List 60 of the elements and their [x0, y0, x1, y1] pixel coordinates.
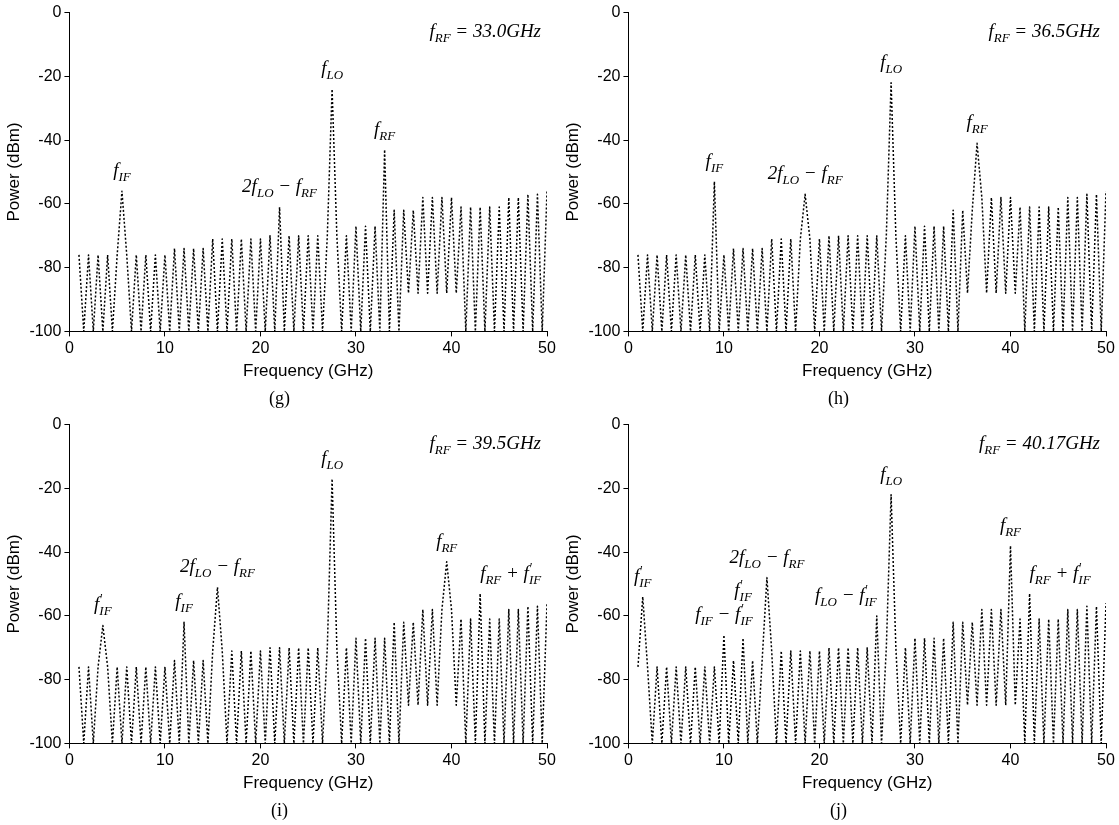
x-tick-label: 50 — [1097, 339, 1115, 357]
x-tick-label: 20 — [810, 751, 829, 769]
x-axis-title: Frequency (GHz) — [243, 773, 374, 793]
y-tick-label: -100 — [588, 733, 621, 751]
y-tick-label: -100 — [29, 733, 62, 751]
x-tick-label: 40 — [1001, 339, 1020, 357]
x-tick-label: 40 — [442, 339, 461, 357]
y-tick-label: -80 — [38, 670, 62, 688]
x-tick-label: 0 — [623, 751, 633, 769]
x-axis-title: Frequency (GHz) — [802, 361, 933, 381]
y-tick-label: -20 — [38, 66, 62, 84]
x-tick-label: 20 — [251, 339, 270, 357]
x-tick-label: 30 — [347, 751, 365, 769]
x-tick-label: 10 — [156, 751, 174, 769]
y-tick-label: -20 — [597, 478, 621, 496]
y-tick-label: -100 — [29, 321, 62, 339]
y-tick-label: 0 — [611, 415, 621, 433]
x-tick-label: 0 — [64, 339, 74, 357]
y-tick-label: -40 — [597, 542, 621, 560]
y-tick-label: -100 — [588, 321, 621, 339]
y-tick-label: 0 — [52, 3, 62, 21]
y-tick-label: -80 — [597, 670, 621, 688]
text: (i) — [270, 799, 289, 822]
y-tick-label: -80 — [597, 258, 621, 276]
text: (h) — [827, 387, 850, 410]
y-axis-title: Power (dBm) — [3, 534, 23, 634]
x-tick-label: 10 — [156, 339, 174, 357]
x-tick-label: 50 — [538, 751, 556, 769]
y-tick-label: 0 — [611, 3, 621, 21]
y-tick-label: -20 — [597, 66, 621, 84]
y-tick-label: -80 — [38, 258, 62, 276]
y-tick-label: -60 — [597, 194, 621, 212]
x-tick-label: 50 — [538, 339, 556, 357]
x-tick-label: 20 — [251, 751, 270, 769]
y-tick-label: -20 — [38, 478, 62, 496]
y-tick-label: -60 — [38, 606, 62, 624]
x-tick-label: 30 — [906, 751, 924, 769]
y-tick-label: -60 — [597, 606, 621, 624]
x-tick-label: 10 — [715, 751, 733, 769]
x-axis-title: Frequency (GHz) — [243, 361, 374, 381]
y-axis-title: Power (dBm) — [3, 122, 23, 222]
y-tick-label: -40 — [38, 542, 62, 560]
y-axis-title: Power (dBm) — [562, 122, 582, 222]
x-tick-label: 40 — [442, 751, 461, 769]
x-tick-label: 30 — [347, 339, 365, 357]
x-tick-label: 50 — [1097, 751, 1115, 769]
x-tick-label: 0 — [64, 751, 74, 769]
y-axis-title: Power (dBm) — [562, 534, 582, 634]
x-tick-label: 0 — [623, 339, 633, 357]
text: (g) — [268, 387, 291, 410]
y-tick-label: -40 — [597, 130, 621, 148]
x-tick-label: 40 — [1001, 751, 1020, 769]
x-tick-label: 10 — [715, 339, 733, 357]
x-tick-label: 30 — [906, 339, 924, 357]
y-tick-label: 0 — [52, 415, 62, 433]
x-tick-label: 20 — [810, 339, 829, 357]
y-tick-label: -40 — [38, 130, 62, 148]
y-tick-label: -60 — [38, 194, 62, 212]
text: (j) — [829, 799, 848, 822]
x-axis-title: Frequency (GHz) — [802, 773, 933, 793]
